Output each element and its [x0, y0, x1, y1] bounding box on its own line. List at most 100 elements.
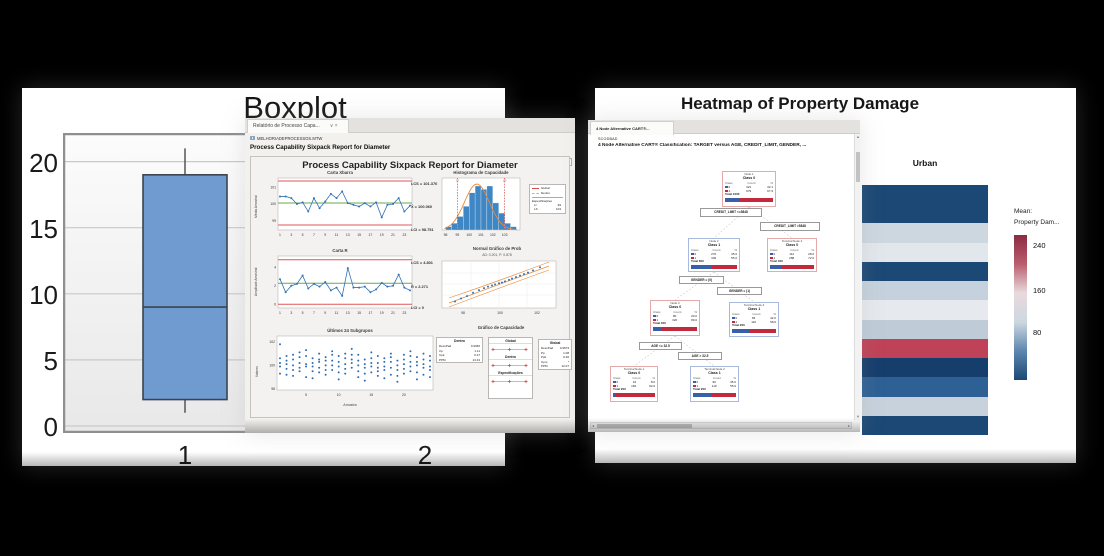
split-label-5: AGE > 32.5 [678, 352, 722, 360]
global-table-row-PPM: PPM 12.07 [541, 364, 569, 368]
dentro-table-row-DesvPad: DesvPad 0.9366 [439, 344, 480, 348]
node-class-label: Class 0 [668, 305, 682, 310]
capability-tabbar: Relatório de Processo Capa... ∨ × [245, 118, 575, 133]
tree-node-tn1: Terminal Node 1 Class 0 Class Count% 0 16 8.0 1… [610, 366, 658, 402]
horizontal-scrollbar[interactable]: ◂ ▸ [590, 422, 852, 429]
node-class-row-0: 0 270 45.0 [691, 252, 737, 256]
svg-text:10: 10 [337, 393, 341, 397]
vertical-scroll-thumb[interactable] [856, 152, 860, 182]
svg-text:13: 13 [346, 311, 350, 315]
node-bar-red [782, 265, 814, 270]
node-total-row: Total 1000 [725, 192, 740, 197]
xbar-mean-label: X̄ = 100.060 [411, 204, 433, 209]
xbar-ylabel: Média Amostral [254, 195, 258, 218]
capability-tab[interactable]: Relatório de Processo Capa... ∨ × [247, 119, 349, 133]
last24-ylabel: Valores [255, 366, 259, 377]
scroll-down-icon[interactable]: ▼ [856, 414, 860, 419]
boxplot-ytick-10: 10 [29, 279, 58, 310]
heatmap-column-label: Urban [912, 158, 938, 168]
node-class-bar [693, 393, 736, 398]
horizontal-scroll-thumb[interactable] [597, 424, 692, 428]
node-class-label: Class 1 [707, 243, 721, 248]
scroll-up-icon[interactable]: ▲ [856, 134, 860, 139]
node-class-row-0: 0 90 45.0 [693, 380, 736, 384]
node-class-row-1: 1 110 55.0 [693, 384, 736, 388]
capability-window: Relatório de Processo Capa... ∨ × MELHORI… [245, 118, 575, 433]
node-table-header: Class Count% [770, 248, 814, 253]
boxplot-ytick-5: 5 [43, 345, 58, 376]
global-table-row-Cpm: Cpm * [541, 359, 569, 364]
dentro-line-key [532, 192, 539, 194]
svg-text:2: 2 [274, 284, 276, 288]
vertical-scrollbar[interactable]: ▲ ▼ [854, 134, 860, 420]
worksheet-name: MELHORIADEPROCESSOS.MTW [257, 136, 323, 141]
capability-tab-label: Relatório de Processo Capa... [253, 123, 320, 129]
node-table-header: Class Count% [693, 376, 736, 381]
svg-text:9: 9 [324, 311, 326, 315]
node-class-row-1: 1 330 55.0 [691, 256, 737, 260]
capability-heading: Process Capability Sixpack Report for Di… [250, 144, 391, 151]
dentro-table-row-Cp: Cp 1.11 [439, 348, 480, 353]
node-class-label: Class 1 [708, 371, 721, 376]
last24-chart: 98 100 102 5 10 15 20 [263, 334, 435, 402]
cart-heading: 4 Node Alternative CART® Classification:… [598, 143, 807, 148]
tree-node-tn4: Terminal Node 4 Class 0 Class Count% 0 112 28.… [767, 238, 817, 272]
last24-title: Últimos 24 Subgrupos [327, 328, 373, 333]
svg-text:9: 9 [324, 233, 326, 237]
node-class-row-1: 1 679 67.9 [725, 189, 773, 193]
heatmap-cell-1 [862, 204, 988, 224]
svg-text:0: 0 [274, 302, 276, 306]
node-bar-blue [732, 329, 751, 334]
worksheet-line: MELHORIADEPROCESSOS.MTW [250, 136, 322, 141]
tab-dropdown-icon[interactable]: ∨ [329, 123, 334, 129]
node-class-row-0: 0 80 20.0 [653, 314, 697, 318]
svg-text:19: 19 [380, 311, 384, 315]
scroll-right-icon[interactable]: ▸ [847, 423, 850, 428]
heatmap-cell-4 [862, 261, 988, 282]
scroll-left-icon[interactable]: ◂ [592, 423, 595, 428]
heatmap-cell-0 [862, 185, 988, 205]
node-class-bar [770, 265, 814, 270]
boxplot-ytick-0: 0 [43, 412, 58, 442]
boxplot-ytick-20: 20 [29, 147, 58, 178]
svg-text:19: 19 [380, 233, 384, 237]
node-title: Terminal Node 1 [623, 367, 645, 371]
node-bar-red [661, 327, 697, 332]
svg-text:98: 98 [444, 233, 448, 237]
heatmap-legend-gradient [1014, 235, 1027, 380]
boxplot-ytick-15: 15 [29, 213, 58, 244]
tab-close-icon[interactable]: × [334, 123, 338, 129]
node-class-bar [613, 393, 655, 398]
svg-text:23: 23 [402, 233, 406, 237]
cart-tabbar: 4 Node Alternative CART®... [588, 120, 860, 135]
boxplot-category-1: 1 [177, 440, 193, 470]
cart-tree: Node 1 Class 0 Class Count% 0 321 32.1 1 679 67.9… [588, 120, 860, 432]
report-title: Process Capability Sixpack Report for Di… [302, 160, 518, 171]
node-class-row-1: 1 288 72.0 [770, 256, 814, 260]
svg-text:21: 21 [391, 311, 395, 315]
svg-text:17: 17 [369, 311, 373, 315]
heatmap-legend-tick-80: 80 [1033, 328, 1042, 337]
node-table-header: Class Count% [691, 248, 737, 253]
svg-text:98: 98 [271, 387, 275, 391]
probplot-chart: 98 100 102 [441, 259, 557, 317]
node-class-label: Class 0 [627, 371, 641, 376]
svg-text:23: 23 [402, 311, 406, 315]
svg-text:99: 99 [272, 219, 276, 223]
heatmap-cell-10 [862, 377, 988, 397]
heatmap-cell-5 [862, 281, 988, 301]
svg-text:3: 3 [290, 311, 292, 315]
node-table-header: Class Count% [725, 181, 773, 186]
svg-text:5: 5 [302, 311, 304, 315]
svg-text:98: 98 [461, 311, 465, 315]
node-class-label: Class 0 [742, 176, 756, 181]
node-class-label: Class 0 [785, 243, 799, 248]
global-table-title: Global [549, 341, 561, 345]
heatmap-cell-12 [862, 415, 988, 436]
dentro-table-row-PPM: PPM 13.43 [439, 357, 480, 362]
histogram-legend: Global Dentro Especificações LI 99 LS 103 [529, 184, 566, 214]
cart-tab[interactable]: 4 Node Alternative CART®... [590, 121, 674, 135]
svg-text:7: 7 [313, 311, 315, 315]
legend-spec-row-LS: LS 103 [534, 207, 561, 212]
svg-text:11: 11 [335, 233, 339, 237]
